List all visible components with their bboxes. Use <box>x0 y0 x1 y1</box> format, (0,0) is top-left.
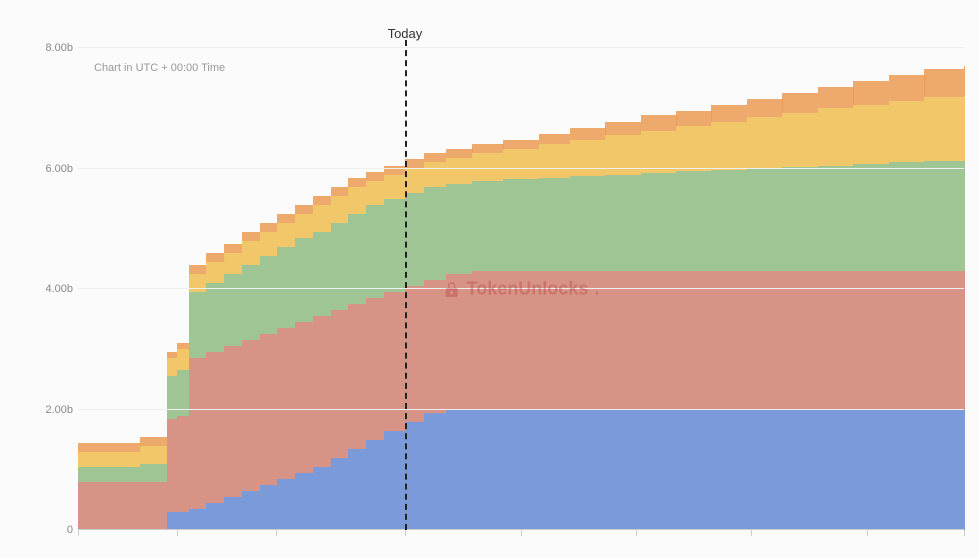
y-axis-tick-label: 0 <box>67 524 73 536</box>
lock-icon <box>443 280 461 298</box>
watermark-text: TokenUnlocks <box>467 279 589 300</box>
x-axis-tick <box>78 530 79 536</box>
gridline <box>78 409 964 410</box>
x-axis-tick <box>867 530 868 536</box>
x-axis-tick <box>276 530 277 536</box>
token-unlock-chart: Today Chart in UTC + 00:00 Time TokenUnl… <box>0 0 979 558</box>
y-axis-tick-label: 4.00b <box>45 283 73 295</box>
y-axis-tick-label: 6.00b <box>45 163 73 175</box>
plot-area[interactable]: Chart in UTC + 00:00 Time TokenUnlocks. <box>78 48 964 530</box>
watermark: TokenUnlocks. <box>443 279 600 300</box>
x-axis-tick <box>636 530 637 536</box>
gridline <box>78 168 964 169</box>
x-axis-tick <box>177 530 178 536</box>
x-axis-tick <box>751 530 752 536</box>
x-axis-tick <box>964 530 965 536</box>
today-vertical-line <box>405 40 407 530</box>
x-axis-tick <box>521 530 522 536</box>
x-axis-tick <box>405 530 406 536</box>
today-label: Today <box>388 26 423 41</box>
y-axis-tick-label: 2.00b <box>45 404 73 416</box>
y-axis-tick-label: 8.00b <box>45 42 73 54</box>
gridline <box>78 47 964 48</box>
